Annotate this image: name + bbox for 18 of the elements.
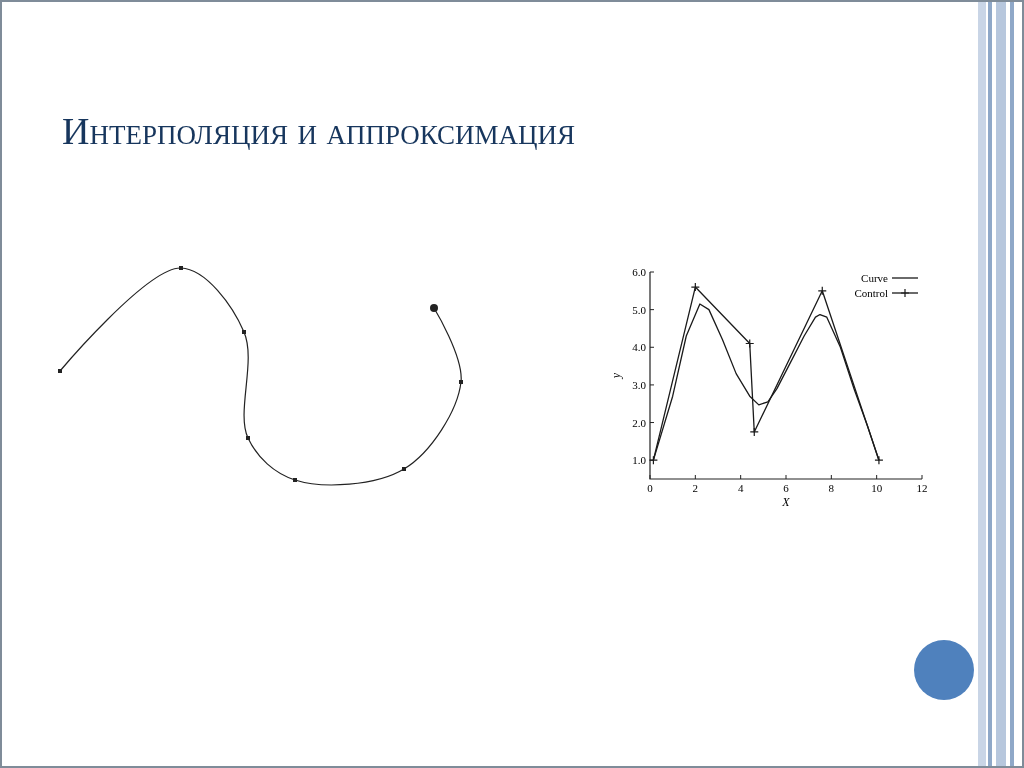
y-tick-label: 2.0 [632,416,647,429]
legend-label: Control [854,287,888,299]
y-tick-label: 4.0 [632,341,647,354]
x-tick-label: 6 [783,482,790,494]
y-tick-label: 5.0 [632,303,647,316]
y-tick-label: 1.0 [632,454,647,467]
x-tick-label: 12 [916,482,928,494]
y-axis-title: y [609,372,623,380]
x-tick-label: 8 [828,482,835,494]
x-tick-label: 0 [647,482,654,494]
y-tick-label: 6.0 [632,266,647,278]
x-tick-label: 2 [692,482,699,494]
x-tick-label: 4 [737,482,744,494]
text: Интерполяция и аппроксимация [62,110,576,152]
y-tick-label: 3.0 [632,378,647,391]
legend-label: Curve [861,272,889,284]
x-tick-label: 10 [871,482,883,494]
x-axis-title: X [781,495,791,509]
